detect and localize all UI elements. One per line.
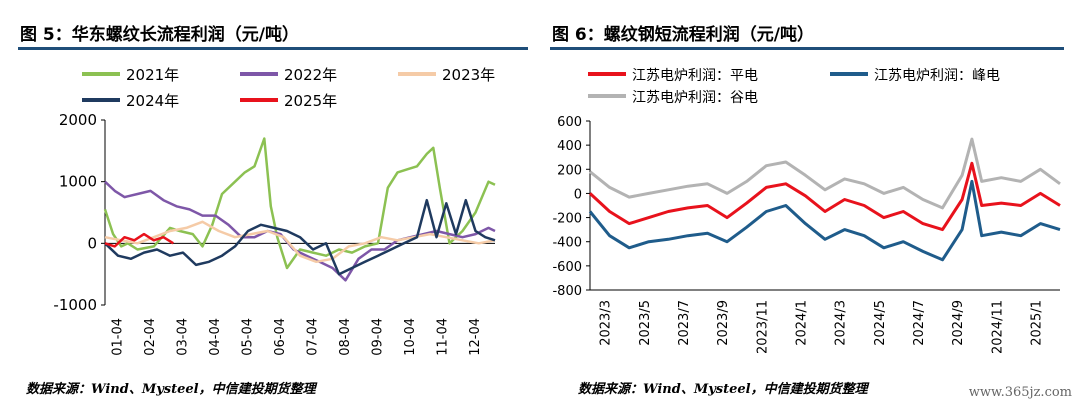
x-tick-label: 08-04	[338, 318, 353, 356]
series-line-江苏电炉利润：谷电	[589, 137, 1061, 210]
y-tick-label: -200	[552, 212, 582, 227]
chart-left: -1000 0 1000 2000 01-04 02-04 03-04 04-04 05-04 0…	[53, 66, 496, 356]
series-line-2023年	[104, 220, 496, 264]
chart-right: -800 -600 -400 -200 0 200 400 600 2023/3 2023/5 20…	[552, 68, 1061, 354]
x-tick-label: 2023/7	[677, 300, 692, 346]
title-rule-right	[550, 47, 1064, 50]
x-tick-label: 2024/1	[794, 300, 809, 346]
x-tick-label: 2023/9	[716, 300, 731, 346]
x-tick-label: 2024/3	[834, 300, 849, 346]
source-note-right: 数据来源：Wind、Mysteel，中信建投期货整理	[578, 382, 868, 397]
x-tick-label: 09-04	[370, 318, 385, 356]
chart-title-right: 图 6：螺纹钢短流程利润（元/吨）	[552, 25, 814, 45]
left-panel: 图 5：华东螺纹长流程利润（元/吨） -1000 0 1000 2000 01-04 02…	[18, 25, 528, 397]
legend-label: 江苏电炉利润：谷电	[632, 90, 758, 106]
y-tick-label: 2000	[59, 111, 97, 129]
x-tick-label: 05-04	[240, 318, 255, 356]
x-tick-label: 02-04	[143, 318, 158, 356]
legend-label: 2025年	[284, 92, 337, 110]
y-tick-label: -400	[552, 236, 582, 251]
y-tick-label: 0	[87, 234, 97, 252]
x-tick-label: 01-04	[110, 318, 125, 356]
legend-label: 江苏电炉利润：平电	[632, 68, 758, 84]
x-tick-label: 2025/1	[1029, 300, 1044, 346]
y-tick-label: 200	[557, 163, 582, 178]
series-line-2022年	[104, 180, 496, 282]
x-tick-label: 06-04	[273, 318, 288, 356]
y-tick-label: 400	[557, 139, 582, 154]
series-line-江苏电炉利润：峰电	[588, 179, 1061, 262]
x-tick-label: 2023/3	[599, 300, 614, 346]
x-tick-label: 2024/9	[951, 300, 966, 346]
x-tick-label: 04-04	[208, 318, 223, 356]
x-tick-label: 2023/11	[755, 300, 770, 354]
x-tick-label: 2024/7	[912, 300, 927, 346]
x-tick-label: 03-04	[175, 318, 190, 356]
series-line-2024年	[104, 198, 496, 276]
source-note-left: 数据来源：Wind、Mysteel，中信建投期货整理	[26, 382, 316, 397]
y-tick-label: 600	[557, 115, 582, 130]
title-rule-left	[18, 47, 528, 50]
legend-label: 2024年	[126, 92, 179, 110]
y-tick-label: 1000	[59, 173, 97, 191]
series-line-2021年	[103, 137, 496, 270]
right-panel: 图 6：螺纹钢短流程利润（元/吨） -800 -600 -400 -200 0 200 40…	[540, 0, 1080, 410]
x-tick-label: 2024/5	[873, 300, 888, 346]
legend-label: 2022年	[284, 66, 337, 84]
x-tick-label: 2023/5	[638, 300, 653, 346]
legend-label: 2021年	[126, 66, 179, 84]
watermark: www.365jz.com	[968, 385, 1072, 400]
y-tick-label: 0	[574, 187, 582, 202]
x-tick-label: 11-04	[435, 318, 450, 356]
x-tick-label: 10-04	[403, 318, 418, 356]
legend-label: 江苏电炉利润：峰电	[874, 68, 1000, 84]
y-tick-label: -600	[552, 260, 582, 275]
x-tick-label: 07-04	[305, 318, 320, 356]
series-line-江苏电炉利润：平电	[588, 161, 1061, 232]
y-tick-label: -1000	[53, 296, 97, 314]
legend-label: 2023年	[442, 66, 495, 84]
y-tick-label: -800	[552, 284, 582, 299]
series-line-2025年	[104, 232, 174, 248]
x-tick-label: 2024/11	[990, 300, 1005, 354]
x-tick-label: 12-04	[468, 318, 483, 356]
chart-title-left: 图 5：华东螺纹长流程利润（元/吨）	[20, 25, 299, 45]
